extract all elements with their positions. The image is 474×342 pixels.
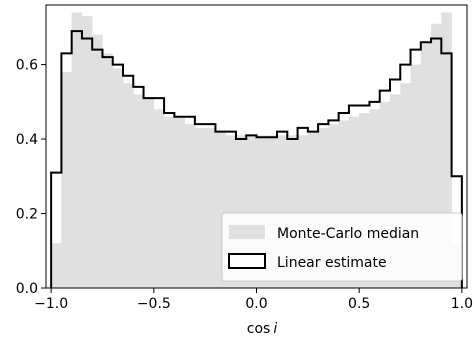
monte-carlo-bar: [174, 116, 185, 288]
x-tick-label: 1.0: [451, 296, 473, 312]
monte-carlo-bar: [297, 135, 309, 288]
monte-carlo-bar: [153, 109, 165, 289]
legend-swatch-monte-carlo: [229, 225, 265, 239]
monte-carlo-bar: [102, 53, 114, 288]
monte-carlo-bar: [246, 135, 257, 288]
y-axis: 0.0 0.2 0.4 0.6: [16, 58, 46, 297]
monte-carlo-bar: [328, 124, 339, 288]
x-axis: −1.0 −0.5 0.0 0.5 1.0: [34, 288, 473, 312]
monte-carlo-bar: [133, 94, 144, 288]
x-tick-label: −1.0: [34, 296, 68, 312]
monte-carlo-bar: [123, 83, 134, 289]
monte-carlo-bar: [184, 124, 196, 288]
monte-carlo-bar: [277, 135, 288, 288]
monte-carlo-bar: [71, 12, 83, 289]
monte-carlo-bars: [51, 12, 463, 289]
monte-carlo-bar: [348, 116, 360, 288]
monte-carlo-bar: [420, 42, 432, 288]
monte-carlo-bar: [266, 135, 278, 288]
monte-carlo-bar: [235, 135, 247, 288]
monte-carlo-bar: [61, 72, 72, 289]
y-tick-label: 0.2: [16, 207, 38, 223]
monte-carlo-bar: [164, 116, 175, 288]
monte-carlo-bar: [379, 101, 391, 288]
monte-carlo-bar: [431, 23, 442, 289]
monte-carlo-bar: [338, 120, 350, 289]
monte-carlo-bar: [369, 109, 381, 289]
monte-carlo-bar: [287, 135, 298, 288]
monte-carlo-bar: [389, 94, 401, 288]
monte-carlo-bar: [318, 127, 329, 288]
x-tick-label: 0.5: [348, 296, 370, 312]
x-tick-label: −0.5: [137, 296, 171, 312]
monte-carlo-bar: [256, 135, 268, 288]
x-axis-label-variable: i: [273, 321, 277, 337]
legend-label-monte-carlo: Monte-Carlo median: [277, 226, 419, 242]
x-axis-label: cos i: [247, 321, 278, 337]
legend: Monte-Carlo median Linear estimate: [221, 212, 463, 282]
legend-label-linear-estimate: Linear estimate: [277, 255, 387, 271]
monte-carlo-bar: [215, 131, 226, 288]
y-tick-label: 0.0: [16, 281, 38, 297]
linear-estimate-step-line: [50, 30, 463, 288]
monte-carlo-bar: [225, 135, 237, 288]
monte-carlo-bar: [441, 12, 452, 289]
legend-box: [221, 212, 463, 282]
monte-carlo-bar: [92, 34, 103, 288]
y-tick-label: 0.6: [16, 58, 38, 74]
monte-carlo-bar: [51, 243, 62, 288]
monte-carlo-bar: [112, 68, 124, 288]
monte-carlo-bar: [307, 131, 319, 288]
x-axis-label-function: cos: [247, 321, 271, 337]
monte-carlo-bar: [81, 16, 93, 289]
x-tick-label: 0.0: [245, 296, 267, 312]
legend-swatch-linear-estimate: [228, 253, 266, 269]
monte-carlo-bar: [205, 127, 216, 288]
monte-carlo-bar: [400, 83, 411, 289]
monte-carlo-bar: [410, 64, 422, 288]
monte-carlo-bar: [359, 112, 370, 288]
monte-carlo-bar: [143, 98, 155, 288]
monte-carlo-bar: [194, 127, 206, 288]
y-tick-label: 0.4: [16, 132, 38, 148]
